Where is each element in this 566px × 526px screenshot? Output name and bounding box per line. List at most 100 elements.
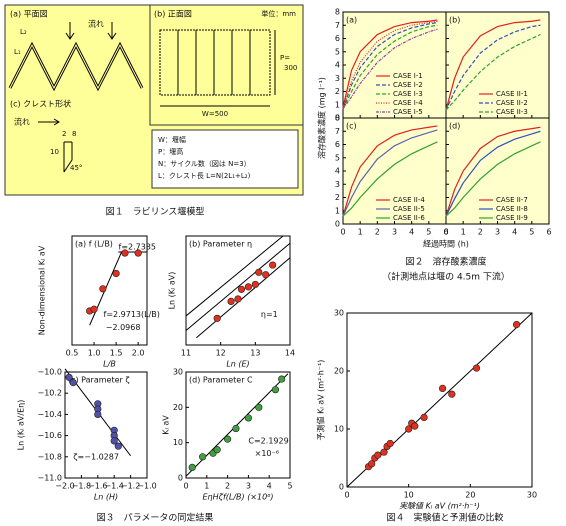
x-tick-label: 4	[512, 228, 517, 237]
legend-label: CASE II-6	[393, 214, 425, 222]
dimension-lines	[160, 30, 276, 107]
data-point	[65, 373, 73, 381]
panel-title: (a)	[346, 16, 357, 25]
fig1b-label: (b) 正面図	[154, 10, 192, 19]
l1-label: L₁	[14, 48, 21, 56]
x-tick-label: 1.5	[110, 349, 123, 358]
fig1-caption: 図１ ラビリンス堰模型	[106, 207, 205, 218]
data-point	[244, 283, 252, 291]
x-tick-label: −1.2	[121, 482, 140, 491]
y-tick-label: −11.0	[37, 474, 62, 483]
x-tick-label: 11	[181, 349, 191, 358]
legend-label: CASE II-7	[496, 196, 528, 204]
x-tick-label: −1.4	[104, 482, 123, 491]
x-axis-label: Ln (E)	[226, 360, 249, 369]
annotation: f=2.9713(L/B)	[104, 310, 160, 319]
legend-label: CASE II-2	[496, 99, 528, 107]
x-tick-label: 13	[250, 349, 260, 358]
x-tick-label: 3	[246, 482, 251, 491]
data-point	[405, 425, 413, 433]
series-line	[342, 141, 438, 217]
data-point	[512, 321, 521, 329]
legend-w: W：堰幅	[158, 135, 186, 144]
x-tick-label: 0	[340, 228, 345, 237]
y-tick-label: 20	[173, 403, 183, 412]
x-tick-label: 5	[529, 228, 534, 237]
data-point	[199, 453, 207, 461]
data-point	[112, 269, 120, 278]
annotation: ×10⁻⁶	[255, 449, 279, 458]
y-tick-label: 5	[335, 47, 340, 56]
fig2-caption-2: （計測地点は堰の 4.5m 下流）	[382, 271, 510, 283]
series-line	[342, 20, 438, 109]
panel-title: (b) Parameter η	[189, 240, 252, 249]
x-tick-label: 2	[225, 482, 230, 491]
flow-arrow-2	[38, 118, 60, 126]
y-tick-label: 6	[335, 140, 340, 149]
data-point	[94, 410, 102, 419]
y-tick-label: 0	[335, 220, 340, 229]
data-point	[227, 297, 235, 306]
plot-area	[185, 235, 291, 346]
y-tick-label: 4	[335, 61, 340, 70]
fig3-caption: 図３ パラメータの同定結果	[97, 512, 214, 524]
flow-label: 流れ	[88, 19, 104, 29]
legend-l: L：クレスト長 L=N(2L₁+L₂)	[158, 172, 251, 180]
fig1b-frame	[149, 4, 304, 126]
data-point	[244, 414, 252, 422]
x-tick-label: −1.8	[72, 482, 91, 491]
panel-title: (c) Parameter ζ	[68, 376, 130, 385]
legend-label: CASE I-2	[393, 81, 423, 89]
y-tick-label: −10.4	[37, 410, 62, 419]
x-tick-label: 4	[409, 228, 414, 237]
y-tick-label: 5	[335, 153, 340, 162]
x-tick-label: 3	[392, 228, 397, 237]
x-tick-label: 0	[344, 491, 349, 500]
x-tick-label: −1.6	[88, 482, 107, 491]
y-tick-label: 2	[335, 87, 340, 96]
annotation: −2.0968	[106, 323, 141, 332]
y-axis-label: Non-dimensional Kₗ aV	[38, 245, 47, 335]
annotation: f=2.7335	[119, 242, 157, 251]
p-label: P=	[280, 54, 290, 62]
series-line	[445, 19, 541, 111]
fig1c-label: (c) クレスト形状	[10, 99, 71, 109]
data-point	[134, 249, 142, 257]
data-point	[114, 442, 122, 450]
data-point	[411, 422, 419, 430]
x-tick-label: 1	[204, 482, 209, 491]
y-tick-label: 7	[335, 127, 340, 136]
y-tick-label: 8	[335, 114, 340, 123]
data-point	[90, 305, 98, 313]
plot-area	[342, 11, 447, 119]
annotation: η=1	[261, 310, 278, 319]
panel-title: (d) Parameter C	[189, 376, 253, 385]
fig1-legend-box	[151, 129, 299, 189]
x-tick-label: 1.0	[88, 349, 101, 358]
panel-title: (b)	[449, 16, 460, 25]
unit-label: 単位：mm	[261, 9, 296, 18]
series-line	[342, 125, 438, 217]
x-tick-label: 20	[465, 491, 475, 500]
panel-title: (a) f (L/B)	[75, 240, 113, 249]
panel-title: (c)	[346, 122, 357, 131]
data-point	[420, 413, 428, 422]
x-tick-label: 10	[404, 491, 414, 500]
annotation: C=2.1929	[248, 436, 288, 445]
x-tick-label: 30	[527, 491, 537, 500]
y-tick-label: 4	[335, 167, 340, 176]
y-axis-label: Ln (Kₗ aV/Eη)	[17, 400, 26, 451]
data-point	[232, 424, 240, 433]
y-tick-label: 0	[339, 483, 344, 492]
y-tick-label: −10.8	[37, 452, 62, 461]
fit-line	[185, 242, 291, 331]
data-point	[110, 437, 118, 445]
fig2-xlabel: 経過時間 (h)	[423, 239, 469, 249]
data-point	[438, 384, 447, 393]
data-point	[448, 390, 456, 398]
y-tick-label: 30	[334, 309, 344, 318]
legend-label: CASE I-1	[393, 72, 423, 80]
panel-title: (d)	[449, 122, 460, 131]
fit-line	[196, 257, 291, 339]
front-view	[159, 29, 271, 96]
